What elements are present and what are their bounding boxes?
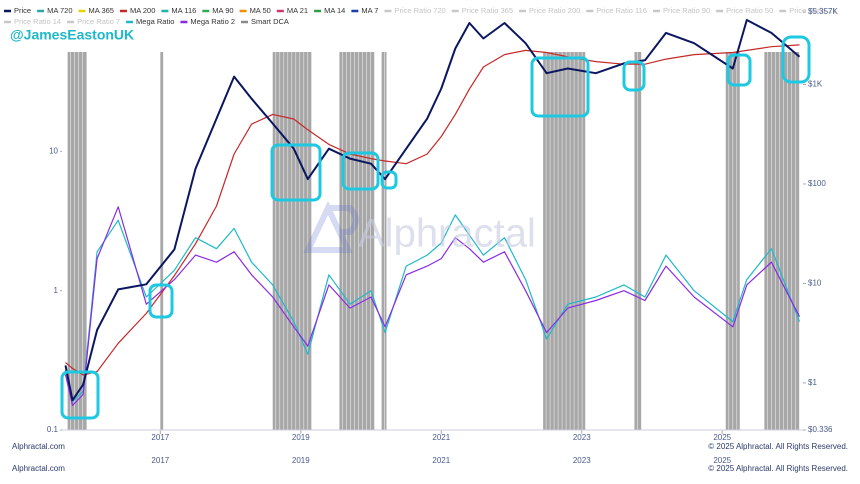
legend-item[interactable]: Price Ratio 21: [779, 6, 836, 15]
handle: @JamesEastonUK: [10, 27, 134, 43]
highlight-box: [781, 35, 811, 84]
x-tick-label: 2023: [573, 433, 591, 442]
legend-item[interactable]: MA 21: [276, 6, 308, 15]
legend-label[interactable]: Price Ratio 7: [77, 17, 120, 26]
series-line: [64, 19, 801, 402]
legend-label[interactable]: Price Ratio 200: [529, 6, 580, 15]
legend-label[interactable]: MA 720: [47, 6, 72, 15]
footer-left: Alphractal.com: [12, 442, 65, 451]
dca-range: [67, 52, 87, 430]
legend-label[interactable]: MA 7: [361, 6, 378, 15]
legend-label[interactable]: Price Ratio 365: [462, 6, 513, 15]
highlight-box: [148, 283, 174, 319]
legend-item[interactable]: MA 50: [239, 6, 271, 15]
legend-item[interactable]: Price Ratio 50: [716, 6, 773, 15]
highlight-box: [530, 56, 590, 118]
footer-right: © 2025 Alphractal. All Rights Reserved.: [708, 464, 848, 473]
legend-label[interactable]: Price Ratio 21: [789, 6, 836, 15]
highlight-box: [726, 53, 752, 87]
legend-label[interactable]: Price Ratio 90: [663, 6, 710, 15]
y-tick-label: 0.1: [47, 425, 59, 434]
legend-item[interactable]: Price Ratio 116: [586, 6, 647, 15]
legend-item[interactable]: MA 116: [161, 6, 196, 15]
y2-tick-label: $1K: [808, 80, 823, 89]
legend-label[interactable]: MA 21: [287, 6, 308, 15]
y2-tick-label: $10: [808, 279, 822, 288]
series-line: [65, 44, 800, 376]
highlight-box: [380, 170, 398, 190]
footer-right: © 2025 Alphractal. All Rights Reserved.: [708, 442, 848, 451]
legend-label[interactable]: Mega Ratio: [136, 17, 174, 26]
y-tick-label: 1: [54, 286, 59, 295]
dca-range: [764, 52, 800, 430]
legend-item[interactable]: MA 14: [314, 6, 345, 15]
dca-range: [381, 52, 387, 430]
dca-range: [160, 52, 164, 430]
legend: Price MA 720 MA 365 MA 200 MA 116 MA 90 MA 50 M…: [4, 6, 836, 26]
x-tick-label: 2021: [432, 433, 450, 442]
legend-item[interactable]: Price Ratio 365: [451, 6, 513, 15]
x-tick-label: 2023: [573, 456, 591, 465]
highlight-box: [270, 143, 322, 202]
watermark: Alphractal: [358, 212, 536, 256]
legend-item[interactable]: Price Ratio 200: [519, 6, 580, 15]
x-tick-label: 2019: [292, 433, 310, 442]
legend-item[interactable]: MA 90: [202, 6, 234, 15]
dca-range: [543, 52, 586, 430]
legend-label[interactable]: Price Ratio 14: [14, 17, 61, 26]
legend-item[interactable]: MA 7: [351, 6, 378, 15]
legend-item[interactable]: MA 720: [37, 6, 73, 15]
legend-label[interactable]: Price Ratio 50: [726, 6, 773, 15]
legend-item[interactable]: Price Ratio 7: [67, 17, 120, 26]
legend-item[interactable]: Mega Ratio: [126, 17, 174, 26]
legend-item[interactable]: MA 200: [119, 6, 155, 15]
x-tick-label: 2017: [151, 456, 169, 465]
y2-tick-label: $100: [808, 179, 826, 188]
series-line: [64, 214, 801, 403]
y2-tick-label: $5.357K: [808, 7, 838, 16]
legend-label[interactable]: Price: [14, 6, 31, 15]
legend-item[interactable]: Price Ratio 14: [4, 17, 61, 26]
legend-label[interactable]: Smart DCA: [251, 17, 289, 26]
legend-label[interactable]: Price Ratio 116: [596, 6, 647, 15]
dca-range: [634, 52, 642, 430]
legend-label[interactable]: MA 116: [171, 6, 196, 15]
highlight-box: [60, 370, 100, 420]
y2-tick-label: $1: [808, 378, 817, 387]
x-tick-label: 2019: [292, 456, 310, 465]
watermark-logo: [303, 201, 359, 253]
x-tick-label: 2025: [713, 456, 731, 465]
legend-item[interactable]: Price: [4, 6, 31, 15]
x-tick-label: 2025: [713, 433, 731, 442]
footer-left: Alphractal.com: [12, 464, 65, 473]
y-tick-label: 10: [49, 146, 58, 155]
series-line: [64, 206, 801, 407]
logo-mark: [303, 201, 359, 253]
legend-label[interactable]: MA 50: [250, 6, 271, 15]
highlight-boxes: [60, 35, 811, 420]
legend-label[interactable]: MA 365: [89, 6, 114, 15]
legend-item[interactable]: Price Ratio 90: [653, 6, 710, 15]
legend-item[interactable]: MA 365: [78, 6, 114, 15]
line-layer: [64, 19, 801, 407]
x-tick-label: 2017: [151, 433, 169, 442]
highlight-box: [622, 60, 646, 92]
legend-label[interactable]: Mega Ratio 2: [190, 17, 235, 26]
legend-item[interactable]: Price Ratio 720: [384, 6, 446, 15]
highlight-box: [341, 151, 380, 191]
legend-label[interactable]: Price Ratio 720: [394, 6, 445, 15]
legend-item[interactable]: Mega Ratio 2: [180, 17, 235, 26]
legend-label[interactable]: MA 200: [130, 6, 155, 15]
legend-label[interactable]: MA 14: [324, 6, 345, 15]
dca-range: [339, 52, 375, 430]
legend-label[interactable]: MA 90: [212, 6, 233, 15]
x-tick-label: 2021: [432, 456, 450, 465]
y2-tick-label: $0.336: [808, 425, 833, 434]
legend-item[interactable]: Smart DCA: [241, 17, 289, 26]
